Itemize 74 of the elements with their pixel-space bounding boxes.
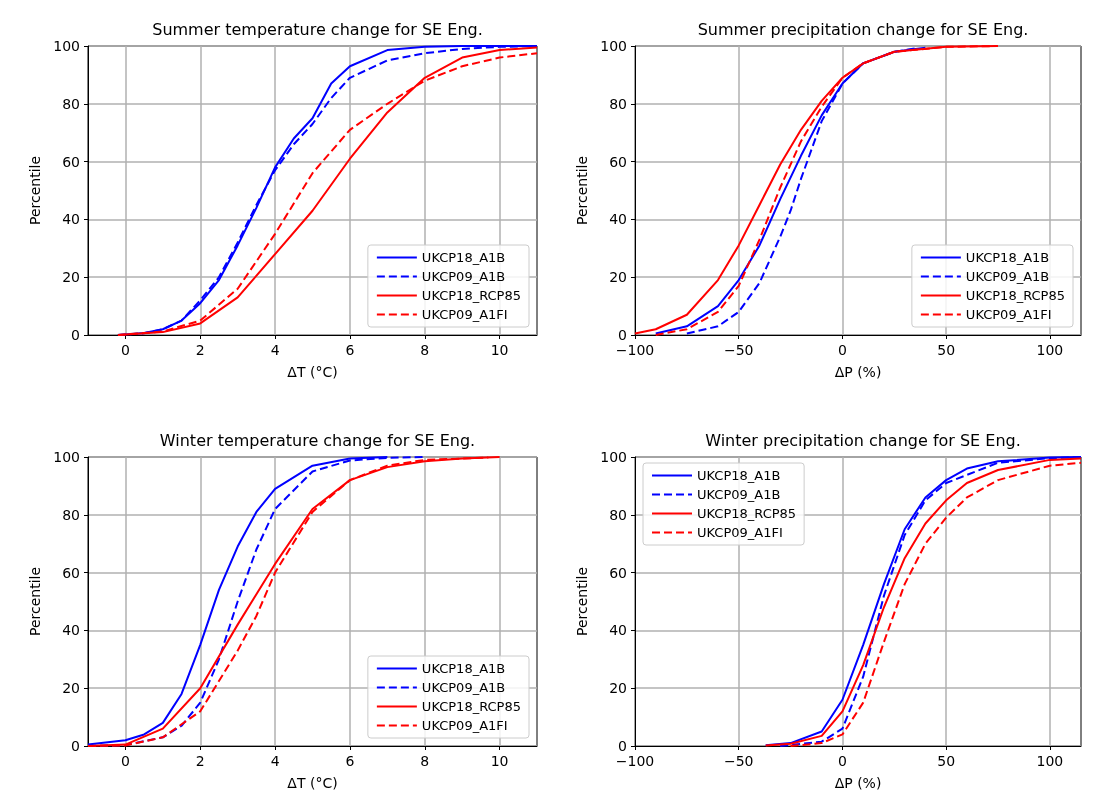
legend-label: UKCP09_A1FI: [421, 718, 508, 733]
x-tick-label: −100: [615, 342, 655, 358]
x-tick-label: −50: [723, 753, 754, 769]
legend-label: UKCP18_RCP85: [697, 506, 797, 521]
x-tick-label: 100: [1036, 753, 1064, 769]
x-tick-label: 4: [270, 753, 280, 769]
y-tick-label: 80: [62, 506, 80, 523]
y-tick-label: 100: [53, 449, 80, 465]
legend-label: UKCP09_A1B: [697, 487, 781, 502]
x-tick-label: 0: [837, 342, 847, 358]
legend-label: UKCP18_A1B: [697, 468, 781, 483]
legend-label: UKCP18_A1B: [965, 250, 1050, 265]
x-tick-label: 8: [420, 753, 430, 769]
x-tick-label: 8: [420, 342, 430, 358]
legend-label: UKCP18_A1B: [421, 250, 506, 265]
y-tick-label: 40: [609, 622, 627, 639]
y-tick-label: 0: [618, 327, 627, 343]
y-tick-label: 100: [53, 38, 80, 54]
y-tick-label: 80: [62, 95, 80, 112]
x-tick-label: 10: [490, 753, 509, 769]
x-tick-label: 10: [490, 342, 509, 358]
y-tick-label: 20: [62, 269, 80, 286]
y-tick-label: 0: [71, 327, 80, 343]
x-tick-label: 50: [937, 753, 956, 769]
legend-label: UKCP09_A1B: [421, 269, 506, 284]
y-tick-label: 40: [62, 211, 80, 228]
x-tick-label: 2: [195, 753, 205, 769]
y-tick-label: 0: [618, 738, 627, 754]
legend-label: UKCP18_RCP85: [421, 699, 522, 714]
x-tick-label: 6: [345, 753, 355, 769]
x-axis-title: ΔT (°C): [287, 364, 338, 380]
y-axis-title: Percentile: [574, 566, 590, 637]
x-tick-label: 50: [937, 342, 956, 358]
y-tick-label: 60: [609, 564, 627, 581]
x-tick-label: 0: [120, 342, 130, 358]
x-tick-label: −50: [723, 342, 754, 358]
y-tick-label: 60: [62, 564, 80, 581]
chart-title: Winter precipitation change for SE Eng.: [705, 430, 1021, 450]
x-axis-title: ΔT (°C): [287, 775, 338, 791]
x-tick-label: 100: [1036, 342, 1064, 358]
y-axis-title: Percentile: [27, 566, 43, 637]
y-tick-label: 60: [609, 153, 627, 170]
chart-title: Winter temperature change for SE Eng.: [159, 430, 476, 450]
chart-title: Summer precipitation change for SE Eng.: [697, 19, 1029, 39]
x-tick-label: 0: [120, 753, 130, 769]
y-tick-label: 40: [62, 622, 80, 639]
legend-label: UKCP18_RCP85: [421, 288, 522, 303]
x-tick-label: 6: [345, 342, 355, 358]
y-tick-label: 60: [62, 153, 80, 170]
legend-label: UKCP18_A1B: [421, 661, 506, 676]
x-axis-title: ΔP (%): [834, 364, 882, 380]
x-tick-label: 4: [270, 342, 280, 358]
x-tick-label: 0: [837, 753, 847, 769]
x-tick-label: −100: [615, 753, 655, 769]
y-axis-title: Percentile: [574, 155, 590, 226]
legend-label: UKCP09_A1B: [421, 680, 506, 695]
legend-label: UKCP18_RCP85: [965, 288, 1066, 303]
y-tick-label: 80: [609, 95, 627, 112]
x-axis-title: ΔP (%): [834, 775, 882, 791]
y-tick-label: 0: [71, 738, 80, 754]
y-tick-label: 20: [609, 269, 627, 286]
y-axis-title: Percentile: [27, 155, 43, 226]
legend-label: UKCP09_A1FI: [965, 307, 1052, 322]
legend-label: UKCP09_A1FI: [697, 525, 783, 540]
legend-label: UKCP09_A1FI: [421, 307, 508, 322]
y-tick-label: 20: [609, 680, 627, 697]
y-tick-label: 80: [609, 506, 627, 523]
x-tick-label: 2: [195, 342, 205, 358]
y-tick-label: 20: [62, 680, 80, 697]
y-tick-label: 40: [609, 211, 627, 228]
y-tick-label: 100: [600, 38, 627, 54]
y-tick-label: 100: [600, 449, 627, 465]
legend-label: UKCP09_A1B: [965, 269, 1050, 284]
chart-title: Summer temperature change for SE Eng.: [152, 19, 483, 39]
